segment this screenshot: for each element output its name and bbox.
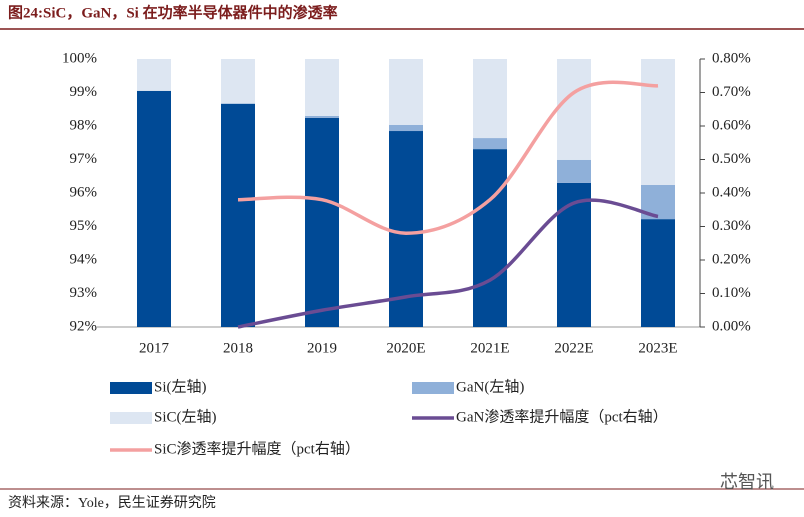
legend-swatch	[110, 382, 152, 394]
bar	[305, 115, 339, 118]
bar	[137, 59, 171, 91]
bar	[389, 124, 423, 132]
y-tick-label: 93%	[70, 285, 98, 301]
x-tick-label: 2018	[223, 340, 253, 356]
bar	[137, 90, 171, 327]
legend-label: SiC(左轴)	[154, 408, 217, 425]
bar	[641, 219, 675, 327]
bar	[557, 59, 591, 160]
y-tick-label: 99%	[70, 84, 98, 100]
y2-tick-label: 0.30%	[712, 218, 751, 234]
chart-title: 图24:SiC，GaN，Si 在功率半导体器件中的渗透率	[8, 3, 338, 21]
line	[237, 80, 659, 235]
watermark: 芯智讯	[720, 472, 774, 493]
bar	[305, 117, 339, 328]
legend-swatch	[110, 412, 152, 424]
bar	[473, 59, 507, 139]
legend-label: GaN(左轴)	[456, 378, 524, 395]
legend-swatch	[412, 382, 454, 394]
bar	[221, 103, 255, 327]
y-tick-label: 96%	[70, 184, 98, 200]
y2-tick-label: 0.40%	[712, 184, 751, 200]
y2-tick-label: 0.00%	[712, 318, 751, 334]
y-tick-label: 98%	[70, 117, 98, 133]
x-tick-label: 2023E	[638, 340, 677, 356]
bar	[221, 103, 255, 104]
x-tick-label: 2017	[139, 340, 170, 356]
x-tick-label: 2019	[307, 340, 337, 356]
bar	[473, 149, 507, 327]
bar	[557, 159, 591, 183]
y-tick-label: 94%	[70, 251, 98, 267]
y2-tick-label: 0.50%	[712, 151, 751, 167]
bar	[389, 59, 423, 125]
x-tick-label: 2022E	[554, 340, 593, 356]
legend-label: Si(左轴)	[154, 378, 207, 395]
bar	[641, 59, 675, 185]
bar	[473, 138, 507, 150]
y2-tick-label: 0.80%	[712, 50, 751, 66]
y-tick-label: 95%	[70, 218, 98, 234]
bar	[305, 59, 339, 116]
y2-tick-label: 0.70%	[712, 84, 751, 100]
bar	[557, 182, 591, 327]
bar	[221, 59, 255, 104]
legend-label: SiC渗透率提升幅度（pct右轴）	[154, 440, 360, 457]
x-tick-label: 2021E	[470, 340, 509, 356]
legend-label: GaN渗透率提升幅度（pct右轴）	[456, 408, 668, 425]
y2-tick-label: 0.10%	[712, 285, 751, 301]
y2-tick-label: 0.60%	[712, 117, 751, 133]
y-tick-label: 97%	[70, 151, 98, 167]
x-tick-label: 2020E	[386, 340, 425, 356]
y2-tick-label: 0.20%	[712, 251, 751, 267]
line	[237, 198, 659, 329]
y-tick-label: 92%	[70, 318, 98, 334]
source: 资料来源：Yole，民生证券研究院	[8, 495, 216, 511]
y-tick-label: 100%	[62, 50, 97, 66]
